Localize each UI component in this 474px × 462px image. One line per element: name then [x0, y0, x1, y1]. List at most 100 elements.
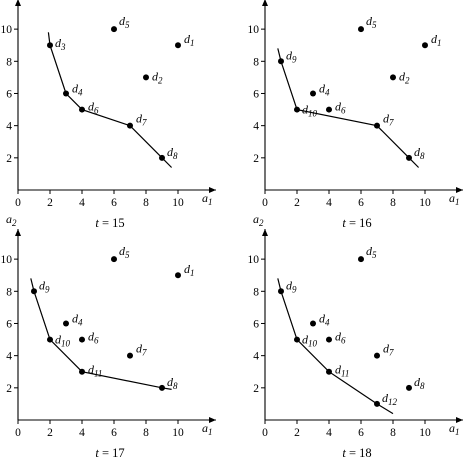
point-label-d2: d2 — [399, 69, 410, 85]
data-point-d2 — [143, 74, 149, 81]
x-tick-label: 8 — [143, 197, 149, 209]
point-label-d4: d4 — [72, 311, 83, 327]
data-point-d9 — [278, 288, 284, 295]
data-point-d2 — [390, 74, 396, 81]
data-point-d10 — [294, 336, 300, 343]
point-label-d6: d6 — [335, 100, 346, 116]
point-label-d1: d1 — [184, 262, 195, 278]
point-label-d4: d4 — [319, 81, 330, 97]
y-tick-label: 10 — [248, 24, 260, 36]
point-label-d7: d7 — [136, 342, 147, 358]
y-axis-arrow — [15, 0, 21, 6]
y-tick-label: 6 — [253, 88, 259, 100]
x-tick-label: 6 — [358, 197, 364, 209]
point-label-d4: d4 — [72, 81, 83, 97]
y-tick-label: 6 — [6, 318, 12, 330]
x-tick-label: 0 — [15, 427, 21, 439]
point-label-d5: d5 — [366, 14, 377, 30]
x-tick-label: 6 — [358, 427, 364, 439]
data-point-d7 — [374, 352, 380, 359]
panel-caption: t = 18 — [342, 446, 371, 460]
y-tick-label: 2 — [6, 383, 12, 395]
point-label-d5: d5 — [119, 244, 130, 260]
point-label-d11: d11 — [88, 363, 102, 379]
data-point-d1 — [175, 42, 181, 49]
x-tick-label: 4 — [79, 427, 85, 439]
x-axis-label: a1 — [202, 421, 213, 437]
data-point-d9 — [31, 288, 37, 295]
x-tick-label: 2 — [47, 427, 53, 439]
x-tick-label: 8 — [390, 427, 396, 439]
data-point-d9 — [278, 58, 284, 65]
y-tick-label: 10 — [248, 254, 260, 266]
frontier-line — [47, 32, 173, 168]
chart-panel: a1 a2 0 2 4 6 8 10 2 4 6 8 10 d9 d4 d5 d10 d6 d7 d11 d8 d12 t … — [248, 212, 463, 460]
data-point-d3 — [47, 42, 53, 49]
y-axis-arrow — [262, 0, 268, 6]
point-label-d8: d8 — [167, 145, 178, 161]
data-point-d6 — [79, 106, 85, 113]
x-tick-label: 6 — [111, 427, 117, 439]
y-tick-label: 2 — [6, 153, 12, 165]
y-tick-label: 4 — [253, 351, 259, 363]
data-point-d1 — [422, 42, 428, 49]
point-label-d2: d2 — [152, 69, 163, 85]
x-axis-label: a1 — [449, 421, 460, 437]
data-point-d11 — [326, 368, 332, 375]
data-point-d6 — [326, 336, 332, 343]
y-tick-label: 4 — [253, 121, 259, 133]
data-point-d7 — [374, 122, 380, 129]
point-label-d5: d5 — [366, 244, 377, 260]
data-point-d8 — [406, 154, 412, 161]
point-label-d9: d9 — [286, 278, 297, 294]
x-tick-label: 10 — [172, 427, 184, 439]
x-tick-label: 4 — [79, 197, 85, 209]
chart-panel: a1 a2 0 2 4 6 8 10 2 4 6 8 10 d1 d9 d4 d5 d10 d6 d7 d11 d8 t =… — [1, 212, 216, 460]
y-tick-label: 6 — [253, 318, 259, 330]
x-tick-label: 8 — [143, 427, 149, 439]
point-label-d9: d9 — [39, 278, 50, 294]
x-tick-label: 0 — [262, 427, 268, 439]
x-axis-arrow — [209, 187, 216, 193]
point-label-d1: d1 — [184, 32, 195, 48]
point-label-d8: d8 — [167, 375, 178, 391]
data-point-d5 — [111, 26, 117, 33]
x-tick-label: 10 — [419, 427, 431, 439]
data-point-d5 — [358, 256, 364, 263]
point-label-d12: d12 — [382, 391, 398, 407]
x-axis-arrow — [456, 417, 463, 423]
y-tick-label: 6 — [6, 88, 12, 100]
x-tick-label: 10 — [172, 197, 184, 209]
data-point-d8 — [159, 384, 165, 391]
y-tick-label: 10 — [1, 24, 13, 36]
x-tick-label: 0 — [15, 197, 21, 209]
x-axis-label: a1 — [202, 191, 213, 207]
y-axis-arrow — [262, 229, 268, 236]
y-tick-label: 10 — [1, 254, 13, 266]
x-tick-label: 2 — [294, 197, 300, 209]
y-tick-label: 8 — [6, 286, 12, 298]
x-tick-label: 4 — [326, 427, 332, 439]
x-axis-label: a1 — [449, 191, 460, 207]
point-label-d7: d7 — [136, 112, 147, 128]
panel-caption: t = 17 — [95, 446, 124, 460]
point-label-d4: d4 — [319, 311, 330, 327]
data-point-d5 — [358, 26, 364, 33]
x-axis-arrow — [209, 417, 216, 423]
chart-panel: a1 a2 0 2 4 6 8 10 2 4 6 8 10 d1 d2 d3 d4 d5 d6 d7 d8 t = 15 — [1, 0, 216, 230]
point-label-d10: d10 — [55, 333, 71, 349]
x-axis-arrow — [456, 187, 463, 193]
data-point-d4 — [63, 320, 69, 327]
data-point-d11 — [79, 368, 85, 375]
x-tick-label: 10 — [419, 197, 431, 209]
data-point-d1 — [175, 272, 181, 279]
y-tick-label: 2 — [253, 383, 259, 395]
x-tick-label: 8 — [390, 197, 396, 209]
y-axis-label: a2 — [6, 212, 17, 228]
point-label-d8: d8 — [414, 375, 425, 391]
data-point-d10 — [294, 106, 300, 113]
x-tick-label: 2 — [47, 197, 53, 209]
data-point-d7 — [127, 122, 133, 129]
x-tick-label: 4 — [326, 197, 332, 209]
